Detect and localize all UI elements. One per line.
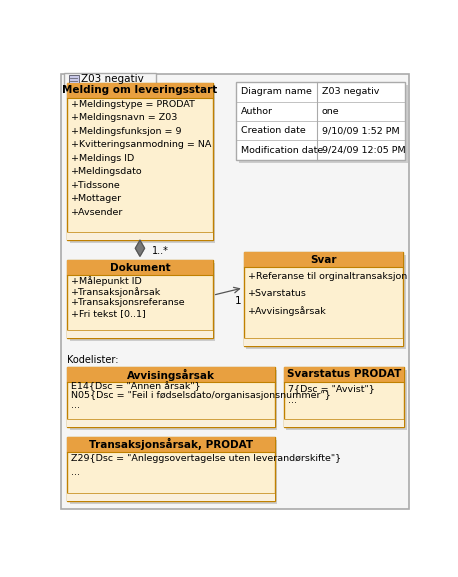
Bar: [70, 440, 277, 504]
Text: one: one: [322, 107, 339, 116]
Bar: [70, 370, 277, 430]
Text: 1: 1: [235, 296, 242, 306]
Text: Z03 negativ: Z03 negativ: [82, 74, 144, 84]
Text: +Meldings ID: +Meldings ID: [71, 153, 135, 163]
Text: Creation date: Creation date: [241, 126, 305, 135]
Polygon shape: [136, 240, 145, 256]
Bar: [246, 256, 406, 349]
Bar: [67, 260, 213, 338]
Text: +Meldingsnavn = Z03: +Meldingsnavn = Z03: [71, 113, 178, 122]
Text: +Transaksjonsreferanse: +Transaksjonsreferanse: [71, 298, 186, 307]
Text: +Målepunkt ID: +Målepunkt ID: [71, 276, 142, 286]
Text: Z03 negativ: Z03 negativ: [322, 87, 379, 96]
Text: +Svarstatus: +Svarstatus: [248, 289, 307, 298]
Text: Avvisingsårsak: Avvisingsårsak: [127, 369, 215, 380]
Text: Transaksjonsårsak, PRODAT: Transaksjonsårsak, PRODAT: [89, 438, 253, 450]
Text: Modification date: Modification date: [241, 145, 323, 155]
Bar: [67, 330, 213, 338]
Bar: [67, 233, 213, 240]
Text: +Tidssone: +Tidssone: [71, 181, 121, 190]
Text: +Transaksjonårsak: +Transaksjonårsak: [71, 287, 162, 297]
Text: +Meldingsdato: +Meldingsdato: [71, 167, 143, 176]
Bar: [70, 85, 215, 243]
Bar: [67, 367, 275, 427]
Bar: [239, 85, 408, 163]
Bar: [284, 419, 404, 427]
Bar: [64, 73, 156, 85]
Text: N05{Dsc = "Feil i fødselsdato/organisasjonsnummer"}: N05{Dsc = "Feil i fødselsdato/organisasj…: [71, 391, 331, 400]
Text: Svar: Svar: [310, 255, 337, 265]
Text: Author: Author: [241, 107, 273, 116]
Text: Diagram name: Diagram name: [241, 87, 311, 96]
Text: ...: ...: [71, 468, 81, 477]
Text: Svarstatus PRODAT: Svarstatus PRODAT: [287, 369, 401, 380]
Text: +Fri tekst [0..1]: +Fri tekst [0..1]: [71, 309, 146, 318]
Bar: [67, 367, 275, 382]
Bar: [236, 82, 405, 160]
Bar: [69, 76, 79, 84]
Bar: [67, 260, 213, 275]
Text: +Referanse til orginaltransaksjon: +Referanse til orginaltransaksjon: [248, 272, 407, 280]
Bar: [67, 493, 275, 501]
Bar: [67, 83, 213, 240]
Bar: [284, 367, 404, 427]
Text: +Meldingstype = PRODAT: +Meldingstype = PRODAT: [71, 100, 195, 109]
Bar: [70, 263, 215, 341]
Bar: [284, 367, 404, 382]
Text: +Kvitteringsanmodning = NA: +Kvitteringsanmodning = NA: [71, 140, 212, 149]
Bar: [67, 83, 213, 98]
Text: +Avvisingsårsak: +Avvisingsårsak: [248, 306, 327, 316]
Text: 7{Dsc = "Avvist"}: 7{Dsc = "Avvist"}: [288, 384, 375, 393]
Text: +Avsender: +Avsender: [71, 208, 124, 216]
Bar: [244, 252, 403, 267]
Text: E14{Dsc = "Annen årsak"}: E14{Dsc = "Annen årsak"}: [71, 382, 201, 392]
Bar: [67, 437, 275, 501]
Text: ...: ...: [71, 400, 81, 410]
Text: +Mottager: +Mottager: [71, 194, 123, 203]
Bar: [67, 419, 275, 427]
Text: +Meldingsfunksjon = 9: +Meldingsfunksjon = 9: [71, 127, 182, 136]
Bar: [67, 437, 275, 452]
Text: Dokument: Dokument: [109, 263, 170, 273]
Text: 9/24/09 12:05 PM: 9/24/09 12:05 PM: [322, 145, 405, 155]
Bar: [244, 252, 403, 346]
Text: 1..*: 1..*: [153, 245, 169, 256]
Text: ...: ...: [288, 396, 297, 405]
Text: Melding om leveringsstart: Melding om leveringsstart: [62, 85, 218, 95]
Text: 9/10/09 1:52 PM: 9/10/09 1:52 PM: [322, 126, 399, 135]
Text: Kodelister:: Kodelister:: [67, 355, 119, 365]
Bar: [244, 338, 403, 346]
Text: Z29{Dsc = "Anleggsovertagelse uten leverandørskifte"}: Z29{Dsc = "Anleggsovertagelse uten lever…: [71, 454, 342, 463]
Bar: [286, 370, 407, 430]
